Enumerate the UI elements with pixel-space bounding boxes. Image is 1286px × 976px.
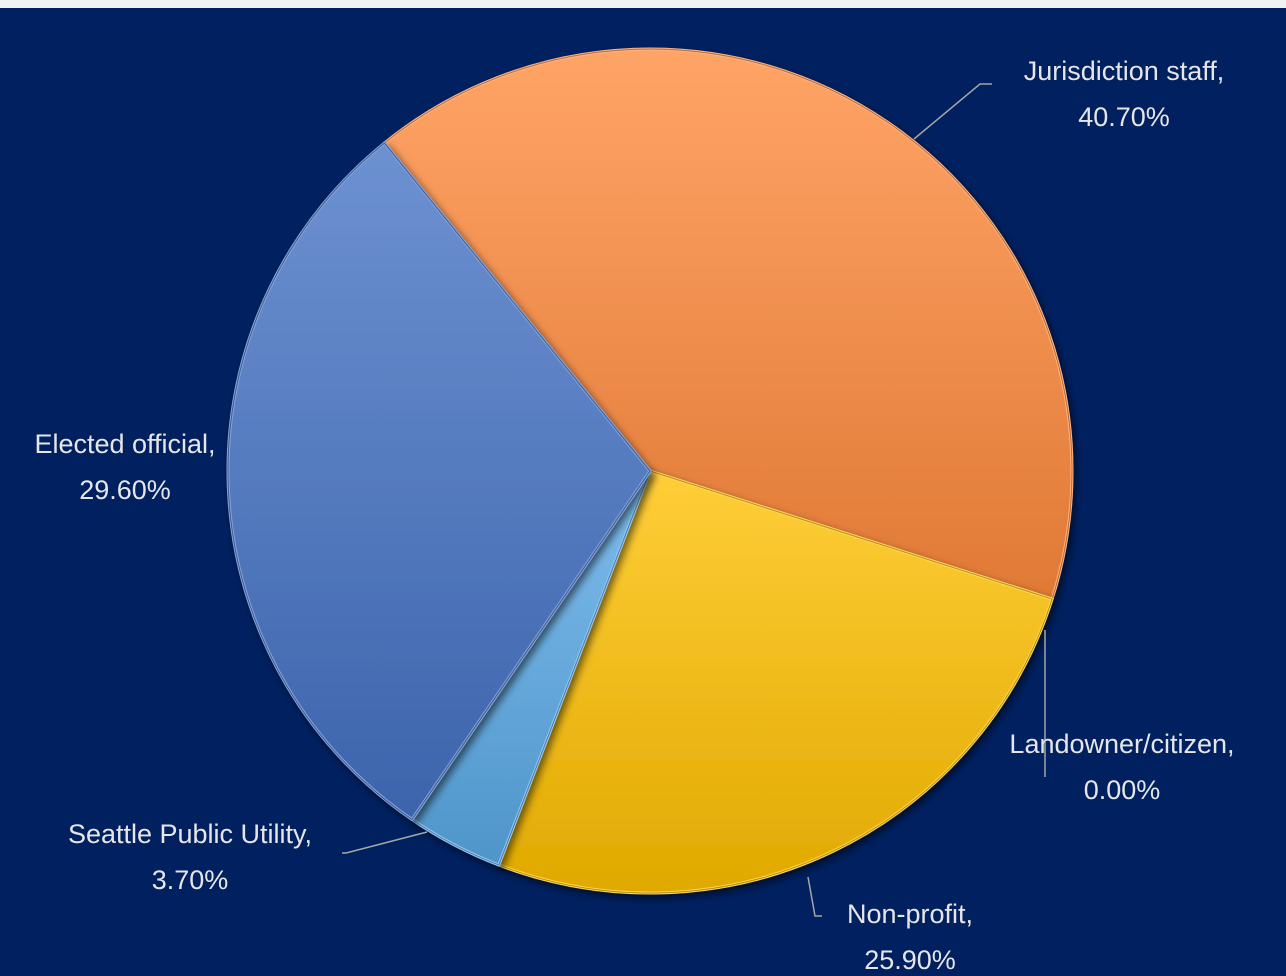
leader-line-seattle-public-utility xyxy=(342,831,428,854)
chart-area: Jurisdiction staff, 40.70% Landowner/citiz… xyxy=(0,8,1286,976)
data-label-seattle-public-utility: Seattle Public Utility, 3.70% xyxy=(68,819,312,895)
data-label-value-landowner-citizen: 0.00% xyxy=(1084,775,1161,805)
slice-edge-jurisdiction-staff xyxy=(383,48,1073,600)
data-label-value-elected-official: 29.60% xyxy=(79,475,171,505)
data-label-category-jurisdiction-staff: Jurisdiction staff, xyxy=(1024,56,1225,86)
data-label-non-profit: Non-profit, 25.90% xyxy=(847,899,973,975)
slice-edge-non-profit xyxy=(498,470,1053,894)
data-label-value-jurisdiction-staff: 40.70% xyxy=(1078,102,1170,132)
data-label-value-seattle-public-utility: 3.70% xyxy=(152,865,229,895)
leader-line-non-profit xyxy=(807,876,822,917)
data-label-category-landowner-citizen: Landowner/citizen, xyxy=(1009,729,1234,759)
data-label-category-non-profit: Non-profit, xyxy=(847,899,973,929)
data-label-category-elected-official: Elected official, xyxy=(34,429,215,459)
leader-line-jurisdiction-staff xyxy=(913,83,992,140)
data-label-value-non-profit: 25.90% xyxy=(864,945,956,975)
data-label-landowner-citizen: Landowner/citizen, 0.00% xyxy=(1009,729,1234,805)
data-label-elected-official: Elected official, 29.60% xyxy=(34,429,215,505)
data-label-category-seattle-public-utility: Seattle Public Utility, xyxy=(68,819,312,849)
pie-chart: Jurisdiction staff, 40.70% Landowner/citiz… xyxy=(34,47,1235,975)
slice-edge-elected-official xyxy=(227,142,651,821)
data-label-jurisdiction-staff: Jurisdiction staff, 40.70% xyxy=(1024,56,1225,132)
